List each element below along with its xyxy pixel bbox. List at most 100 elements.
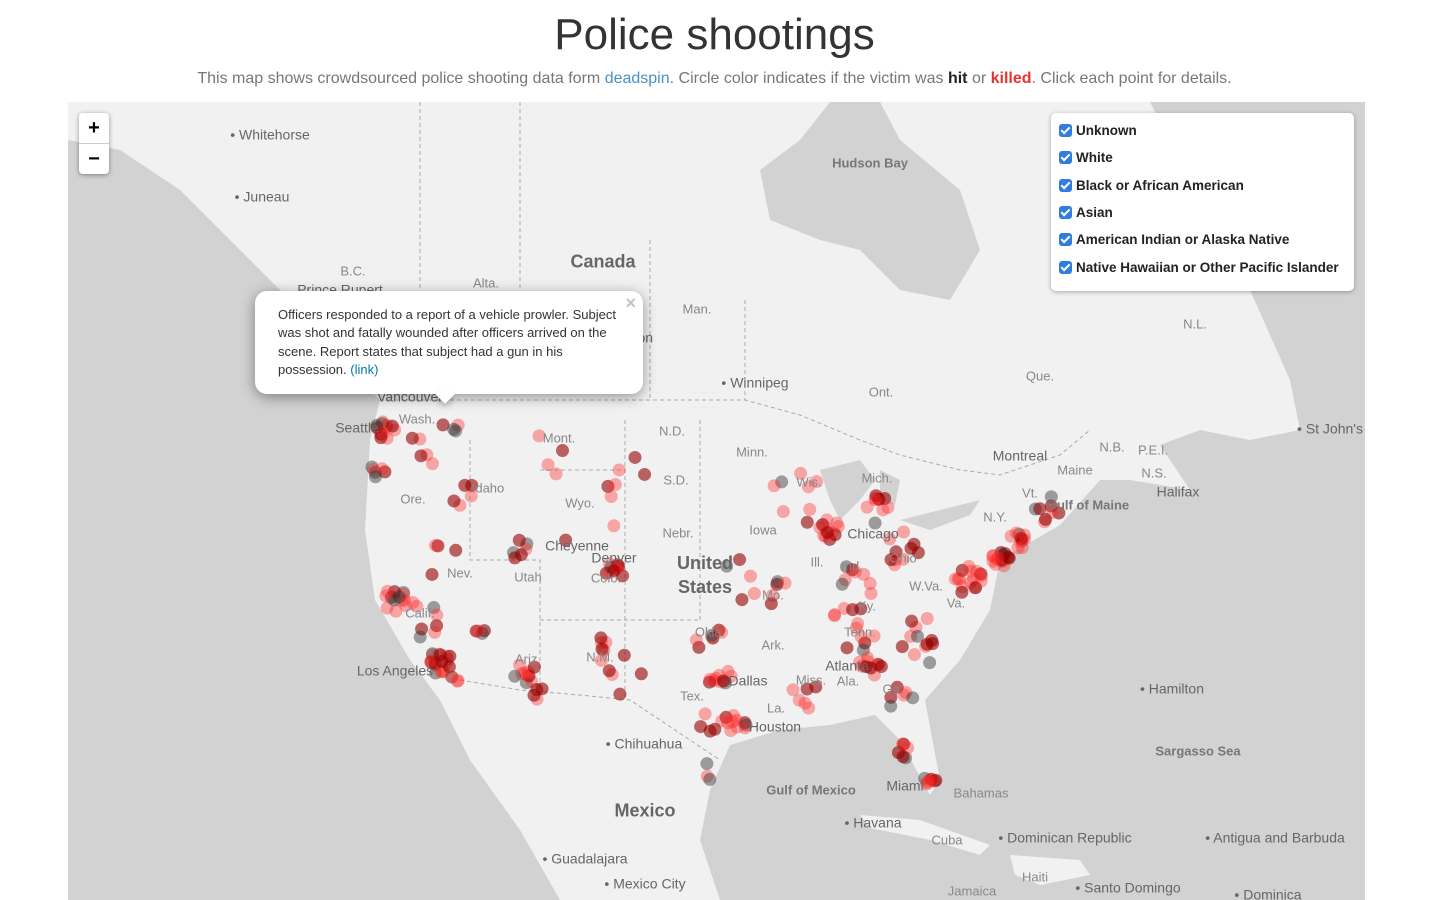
shooting-point[interactable]	[518, 666, 532, 680]
shooting-point[interactable]	[602, 664, 616, 678]
shooting-point[interactable]	[906, 691, 920, 705]
checkbox[interactable]	[1059, 178, 1072, 192]
shooting-point[interactable]	[1033, 502, 1047, 516]
shooting-point[interactable]	[802, 701, 816, 715]
shooting-point[interactable]	[840, 641, 854, 655]
legend-item[interactable]: Black or African American	[1059, 178, 1244, 193]
shooting-point[interactable]	[594, 653, 608, 667]
shooting-point[interactable]	[700, 769, 714, 783]
shooting-point[interactable]	[424, 654, 438, 668]
shooting-point[interactable]	[1018, 528, 1032, 542]
shooting-point[interactable]	[388, 585, 402, 599]
shooting-point[interactable]	[514, 548, 528, 562]
shooting-point[interactable]	[896, 737, 910, 751]
popup-close[interactable]: ×	[625, 293, 636, 313]
shooting-point[interactable]	[864, 587, 878, 601]
shooting-point[interactable]	[458, 478, 472, 492]
shooting-point[interactable]	[905, 614, 919, 628]
popup-link[interactable]: (link)	[350, 361, 379, 377]
shooting-point[interactable]	[703, 724, 717, 738]
shooting-point[interactable]	[845, 563, 859, 577]
legend-item[interactable]: Unknown	[1059, 123, 1137, 138]
shooting-point[interactable]	[920, 637, 934, 651]
shooting-point[interactable]	[368, 470, 382, 484]
shooting-point[interactable]	[375, 462, 389, 476]
shooting-point[interactable]	[428, 625, 442, 639]
shooting-point[interactable]	[721, 716, 735, 730]
shooting-point[interactable]	[857, 567, 871, 581]
shooting-point[interactable]	[444, 669, 458, 683]
shooting-point[interactable]	[800, 682, 814, 696]
shooting-point[interactable]	[970, 564, 984, 578]
shooting-point[interactable]	[612, 463, 626, 477]
shooting-point[interactable]	[743, 569, 757, 583]
shooting-point[interactable]	[962, 559, 976, 573]
shooting-point[interactable]	[415, 622, 429, 636]
shooting-point[interactable]	[851, 617, 865, 631]
shooting-point[interactable]	[427, 601, 441, 615]
shooting-point[interactable]	[921, 775, 935, 789]
shooting-point[interactable]	[607, 564, 621, 578]
legend-item[interactable]: White	[1059, 150, 1113, 165]
zoom-in[interactable]: +	[88, 117, 100, 139]
shooting-point[interactable]	[730, 720, 744, 734]
shooting-point[interactable]	[907, 537, 921, 551]
shooting-point[interactable]	[436, 418, 450, 432]
shooting-point[interactable]	[702, 675, 716, 689]
shooting-point[interactable]	[692, 640, 706, 654]
shooting-point[interactable]	[974, 567, 988, 581]
checkbox[interactable]	[1059, 124, 1072, 137]
shooting-point[interactable]	[430, 619, 444, 633]
shooting-point[interactable]	[738, 716, 752, 730]
shooting-point[interactable]	[868, 516, 882, 530]
shooting-point[interactable]	[617, 648, 631, 662]
shooting-point[interactable]	[449, 543, 463, 557]
shooting-point[interactable]	[991, 551, 1005, 565]
shooting-point[interactable]	[717, 674, 731, 688]
shooting-point[interactable]	[733, 553, 747, 567]
shooting-point[interactable]	[1052, 506, 1066, 520]
shooting-point[interactable]	[820, 526, 834, 540]
shooting-point[interactable]	[638, 467, 652, 481]
shooting-point[interactable]	[720, 559, 734, 573]
shooting-point[interactable]	[867, 629, 881, 643]
shooting-point[interactable]	[527, 660, 541, 674]
shooting-point[interactable]	[899, 685, 913, 699]
shooting-point[interactable]	[405, 431, 419, 445]
shooting-point[interactable]	[986, 554, 1000, 568]
shooting-point[interactable]	[601, 479, 615, 493]
shooting-point[interactable]	[634, 667, 648, 681]
shooting-point[interactable]	[559, 533, 573, 547]
shooting-point[interactable]	[810, 475, 824, 489]
shooting-point[interactable]	[924, 772, 938, 786]
shooting-point[interactable]	[927, 773, 941, 787]
shooting-point[interactable]	[747, 587, 761, 601]
shooting-point[interactable]	[607, 519, 621, 533]
shooting-point[interactable]	[613, 687, 627, 701]
shooting-point[interactable]	[775, 475, 789, 489]
shooting-point[interactable]	[974, 574, 988, 588]
shooting-point[interactable]	[920, 777, 934, 791]
shooting-point[interactable]	[828, 608, 842, 622]
shooting-point[interactable]	[703, 672, 717, 686]
shooting-point[interactable]	[725, 715, 739, 729]
shooting-point[interactable]	[863, 576, 877, 590]
shooting-point[interactable]	[830, 516, 844, 530]
shooting-point[interactable]	[435, 655, 449, 669]
shooting-point[interactable]	[375, 417, 389, 431]
shooting-point[interactable]	[986, 549, 1000, 563]
shooting-point[interactable]	[838, 573, 852, 587]
shooting-point[interactable]	[975, 568, 989, 582]
shooting-point[interactable]	[860, 500, 874, 514]
shooting-point[interactable]	[399, 599, 413, 613]
checkbox[interactable]	[1059, 260, 1072, 274]
shooting-point[interactable]	[776, 505, 790, 519]
shooting-point[interactable]	[374, 427, 388, 441]
shooting-point[interactable]	[414, 449, 428, 463]
shooting-point[interactable]	[764, 597, 778, 611]
shooting-point[interactable]	[739, 718, 753, 732]
shooting-point[interactable]	[380, 601, 394, 615]
shooting-point[interactable]	[549, 467, 563, 481]
shooting-point[interactable]	[379, 589, 393, 603]
shooting-point[interactable]	[715, 625, 729, 639]
